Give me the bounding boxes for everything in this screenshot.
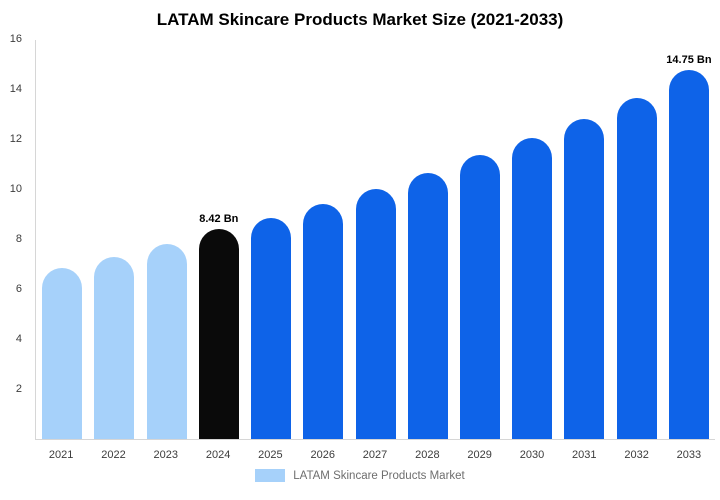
plot-area: 8.42 Bn 14.75 Bn [35,40,715,440]
bar-column-2021 [36,267,88,439]
y-tick-label-2: 2 [15,383,22,395]
y-tick-label-12: 12 [9,133,22,145]
bar-2025[interactable] [251,217,292,439]
bar-2028[interactable] [407,172,448,439]
x-tick-label-2033: 2033 [676,449,702,461]
y-tick-label-10: 10 [9,183,22,195]
x-tick-label-2024: 2024 [205,449,231,461]
bar-2024[interactable] [198,228,239,439]
legend[interactable]: LATAM Skincare Products Market [0,469,720,482]
bar-column-2031 [558,119,610,439]
x-tick-label-2030: 2030 [519,449,545,461]
bar-2021[interactable] [42,267,83,439]
x-tick-label-2025: 2025 [258,449,283,461]
x-tick-label-2026: 2026 [310,449,335,461]
bar-value-label-2024: 8.42 Bn [199,212,239,225]
chart-title: LATAM Skincare Products Market Size (202… [156,10,564,29]
x-tick-label-2022: 2022 [101,449,126,461]
x-tick-label-2023: 2023 [153,449,179,461]
y-tick-label-4: 4 [15,333,22,345]
bar-column-2032 [611,97,663,439]
bar-2027[interactable] [355,189,396,439]
chart-area: 2 4 6 8 10 12 14 16 8.42 Bn 14.75 Bn 2021 2022 202… [10,33,715,461]
bar-2033[interactable] [668,70,709,439]
bar-2029[interactable] [459,155,500,439]
legend-label: LATAM Skincare Products Market [293,469,465,482]
x-tick-label-2027: 2027 [362,449,388,461]
x-tick-label-2028: 2028 [415,449,440,461]
bar-2023[interactable] [146,244,187,439]
bar-2030[interactable] [512,137,553,439]
legend-swatch [255,469,286,482]
bar-2031[interactable] [564,119,605,439]
y-tick-label-8: 8 [15,233,22,245]
y-tick-label-14: 14 [9,83,22,95]
x-tick-label-2029: 2029 [467,449,492,461]
bar-column-2027 [349,189,401,439]
bar-column-2022 [88,256,140,439]
x-tick-label-2031: 2031 [572,449,597,461]
y-tick-label-6: 6 [15,283,22,295]
x-tick-label-2032: 2032 [624,449,649,461]
bar-column-2023 [140,244,192,439]
y-axis: 2 4 6 8 10 12 14 16 [0,33,30,440]
bar-column-2029 [454,155,506,439]
bar-column-2025 [245,217,297,439]
bar-2022[interactable] [94,256,135,439]
bar-column-2026 [297,204,349,439]
bar-column-2033: 14.75 Bn [663,54,715,439]
bar-2026[interactable] [303,204,344,439]
x-tick-label-2021: 2021 [48,449,74,461]
bar-column-2028 [402,172,454,439]
bar-2032[interactable] [616,97,657,439]
x-axis: 2021 2022 2023 2024 2025 2026 2027 2028 2029 2030… [35,440,715,461]
bar-value-label-2033: 14.75 Bn [666,54,712,67]
bar-column-2030 [506,137,558,439]
bar-column-2024: 8.42 Bn [193,212,245,439]
y-tick-label-16: 16 [9,33,22,45]
